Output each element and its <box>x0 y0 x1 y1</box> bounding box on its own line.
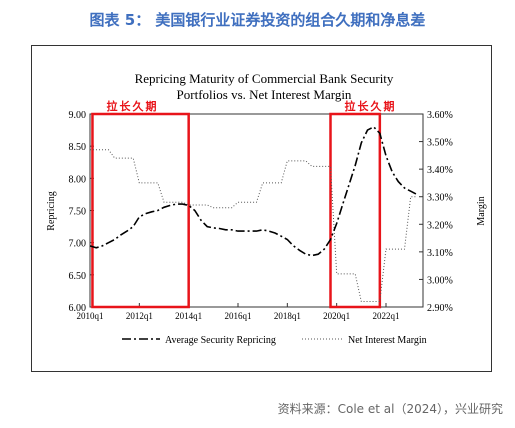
chart-title-line2: Portfolios vs. Net Interest Margin <box>177 87 352 102</box>
left-axis-label: Repricing <box>46 191 57 230</box>
series-layer <box>89 125 418 302</box>
highlight-box-2 <box>329 112 382 309</box>
x-tick-label: 2022q1 <box>373 311 400 321</box>
left-tick-label: 9.00 <box>69 110 87 121</box>
left-tick-label: 7.50 <box>69 207 87 218</box>
right-tick-label: 3.10% <box>427 248 453 259</box>
source-note: 资料来源：Cole et al（2024），兴业研究 <box>277 402 503 416</box>
right-tick-label: 3.20% <box>427 220 453 231</box>
left-tick-label: 6.00 <box>69 303 87 314</box>
tick-layer: 9.00 8.50 8.00 7.50 7.00 6.50 6.00 3.60% 3.50% 3.… <box>69 110 453 321</box>
legend-label-nim: Net Interest Margin <box>348 335 427 346</box>
x-tick-label: 2014q1 <box>175 311 202 321</box>
legend-label-repricing: Average Security Repricing <box>165 335 276 346</box>
left-tick-label: 8.00 <box>69 174 87 185</box>
highlight-label-1: 拉长久期 <box>106 99 158 113</box>
right-tick-label: 3.30% <box>427 193 453 204</box>
annotation-layer: 拉长久期 拉长久期 <box>91 99 397 309</box>
left-tick-label: 7.00 <box>69 239 87 250</box>
plot-frame <box>89 113 424 308</box>
x-tick-label: 2020q1 <box>323 311 350 321</box>
x-tick-label: 2016q1 <box>225 311 252 321</box>
series-line-net-interest-margin <box>90 149 417 302</box>
highlight-box-1 <box>91 112 190 309</box>
left-tick-label: 6.50 <box>69 271 87 282</box>
chart-svg: Repricing Maturity of Commercial Bank Se… <box>46 71 487 346</box>
legend: Average Security Repricing Net Interest … <box>122 335 427 346</box>
right-axis-label: Margin <box>476 196 487 225</box>
right-tick-label: 2.90% <box>427 303 453 314</box>
right-tick-label: 3.50% <box>427 138 453 149</box>
x-tick-label: 2012q1 <box>126 311 153 321</box>
chart-title-line1: Repricing Maturity of Commercial Bank Se… <box>135 71 394 86</box>
series-line-average-security-repricing <box>89 125 418 257</box>
right-tick-label: 3.40% <box>427 165 453 176</box>
right-tick-label: 3.00% <box>427 275 453 286</box>
x-tick-label: 2010q1 <box>77 311 104 321</box>
chart-panel: Repricing Maturity of Commercial Bank Se… <box>31 45 492 372</box>
figure-title: 图表 5： 美国银行业证券投资的组合久期和净息差 <box>89 11 426 29</box>
right-tick-label: 3.60% <box>427 110 453 121</box>
x-tick-label: 2018q1 <box>274 311 301 321</box>
highlight-label-2: 拉长久期 <box>345 99 397 113</box>
left-tick-label: 8.50 <box>69 142 87 153</box>
